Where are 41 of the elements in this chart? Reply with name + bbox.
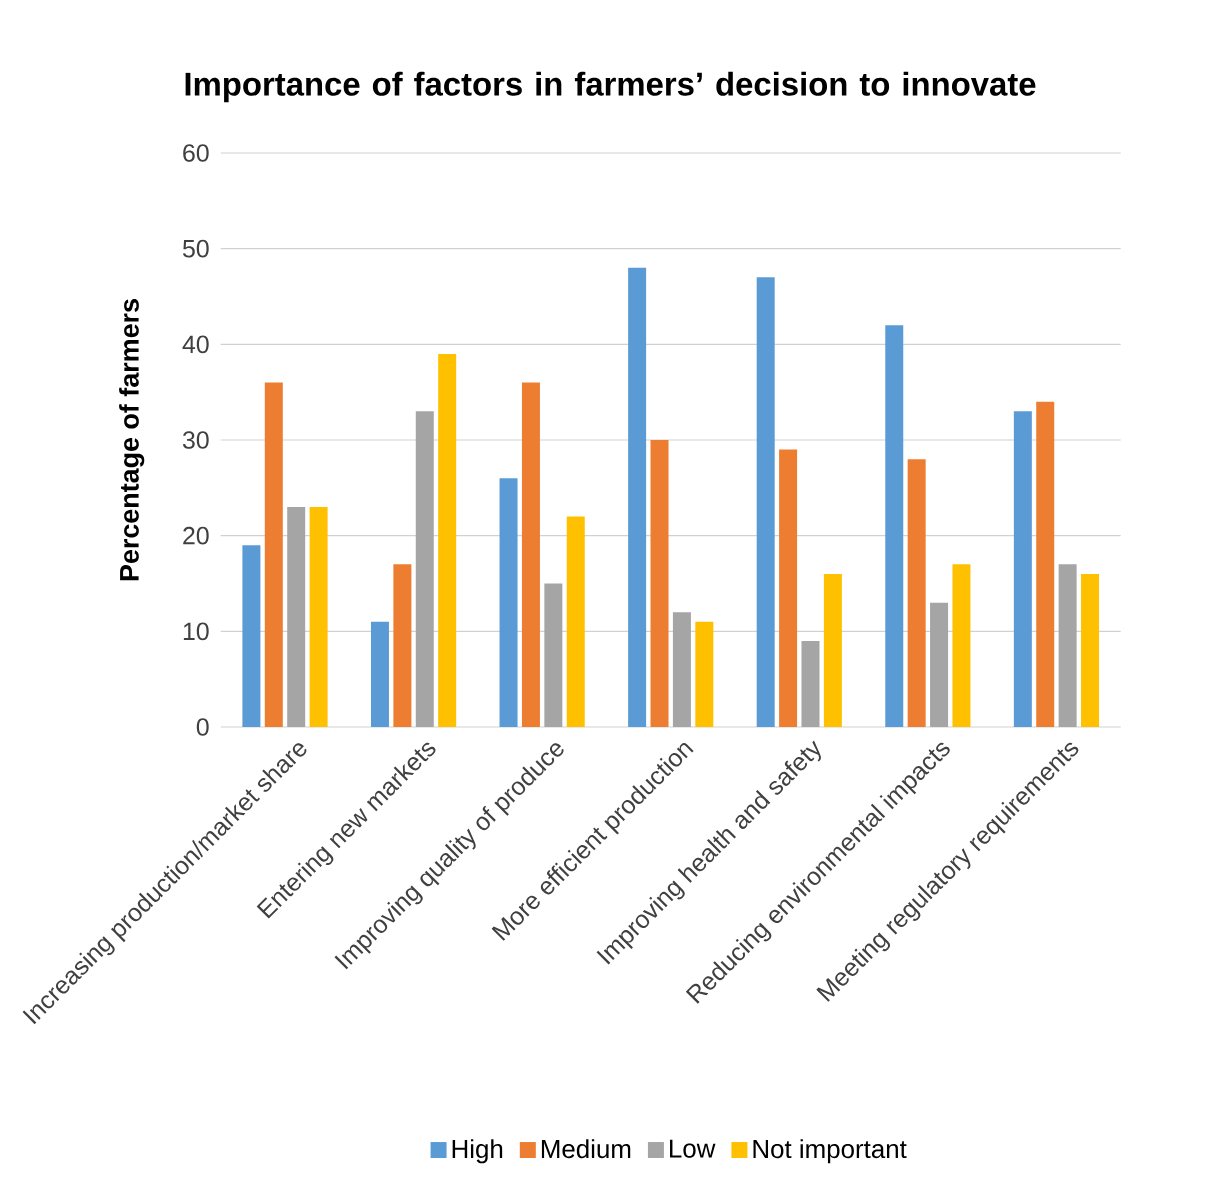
y-tick-label: 50 — [182, 239, 209, 258]
bar — [907, 459, 926, 727]
bar — [544, 583, 563, 727]
y-tick-label: 40 — [182, 335, 209, 354]
bar — [650, 440, 669, 727]
y-tick-label: 10 — [183, 622, 209, 641]
y-axis-title: Percentage of farmers — [119, 299, 145, 581]
y-tick-label: 30 — [182, 431, 209, 449]
bar — [1081, 573, 1100, 727]
y-tick-label: 60 — [183, 144, 209, 162]
bar — [370, 621, 389, 727]
bar — [1058, 564, 1077, 727]
bar — [695, 621, 714, 727]
bar — [287, 506, 306, 727]
bar — [628, 267, 647, 727]
legend-label: High — [452, 1139, 503, 1164]
bar — [393, 564, 412, 727]
bar — [823, 573, 842, 727]
bar — [756, 277, 775, 727]
bar — [566, 516, 585, 727]
y-tick-label: 20 — [183, 526, 209, 545]
bar — [930, 602, 949, 727]
bar — [801, 640, 820, 727]
bar — [264, 382, 283, 727]
bar — [1013, 411, 1032, 727]
bar — [309, 506, 328, 727]
bar — [499, 478, 518, 727]
bar — [521, 382, 540, 727]
bar — [952, 564, 971, 727]
legend-label: Not important — [753, 1139, 907, 1164]
legend-label: Medium — [541, 1139, 631, 1159]
bar — [672, 612, 691, 727]
bar — [438, 353, 457, 727]
bar — [242, 545, 261, 727]
chart-title: Importance of factors in farmers’ decision to innovate — [185, 71, 1036, 103]
bar — [415, 411, 434, 727]
bar — [1036, 401, 1055, 727]
y-tick-label: 0 — [196, 718, 209, 736]
legend-label: Low — [670, 1139, 716, 1158]
bar — [779, 449, 798, 727]
bar — [885, 325, 904, 727]
